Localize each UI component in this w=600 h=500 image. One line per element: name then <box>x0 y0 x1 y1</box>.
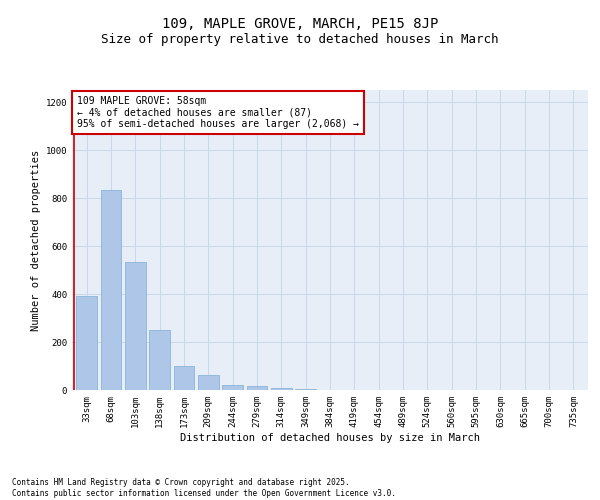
Bar <box>222 384 243 390</box>
Y-axis label: Number of detached properties: Number of detached properties <box>31 150 41 330</box>
Bar <box>101 190 121 390</box>
Bar <box>149 330 170 390</box>
Bar <box>271 388 292 390</box>
Bar <box>198 375 218 390</box>
Bar <box>76 296 97 390</box>
Bar <box>247 386 268 390</box>
X-axis label: Distribution of detached houses by size in March: Distribution of detached houses by size … <box>180 432 480 442</box>
Text: Contains HM Land Registry data © Crown copyright and database right 2025.
Contai: Contains HM Land Registry data © Crown c… <box>12 478 396 498</box>
Text: Size of property relative to detached houses in March: Size of property relative to detached ho… <box>101 32 499 46</box>
Bar <box>295 389 316 390</box>
Bar <box>173 366 194 390</box>
Text: 109, MAPLE GROVE, MARCH, PE15 8JP: 109, MAPLE GROVE, MARCH, PE15 8JP <box>162 18 438 32</box>
Text: 109 MAPLE GROVE: 58sqm
← 4% of detached houses are smaller (87)
95% of semi-deta: 109 MAPLE GROVE: 58sqm ← 4% of detached … <box>77 96 359 129</box>
Bar <box>125 262 146 390</box>
